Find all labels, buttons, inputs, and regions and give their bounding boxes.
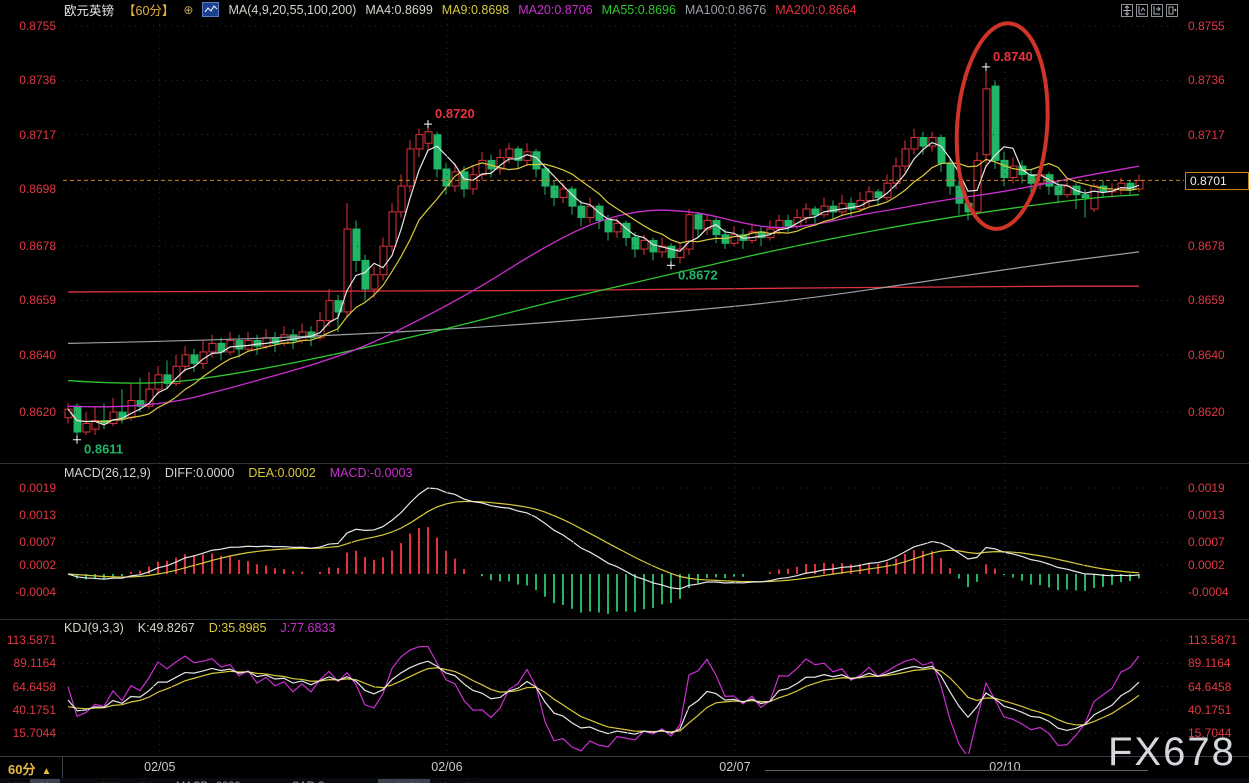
ma9-value: MA9:0.8698	[441, 2, 510, 17]
x-axis-scale-icon[interactable]	[1151, 4, 1163, 17]
svg-text:0.8611: 0.8611	[84, 442, 123, 457]
bottom-tab[interactable]: 划线	[2, 779, 32, 783]
window-expand-icon[interactable]	[1166, 4, 1178, 17]
macd-dea-value: DEA:0.0002	[248, 466, 316, 480]
kdj-axis-label-right: 40.1751	[1188, 702, 1232, 717]
period-up-arrow: ▲	[41, 766, 52, 777]
kdj-legend: KDJ(9,3,3) K:49.8267 D:35.8985 J:77.6833	[64, 621, 335, 635]
price-axis-label-right: 0.8755	[1188, 19, 1225, 33]
kdj-axis-label-left: 113.5871	[6, 633, 56, 648]
price-axis-label-left: 0.8659	[19, 293, 56, 308]
macd-axis-label-right: 0.0002	[1188, 557, 1225, 572]
kdj-axis-label-left: 89.1164	[13, 656, 57, 671]
bottom-tab[interactable]: SAR-3	[288, 779, 328, 783]
x-axis-date-label: 02/07	[719, 760, 751, 774]
x-axis-date-label: 02/10	[989, 760, 1021, 774]
svg-text:0.8740: 0.8740	[993, 49, 1033, 64]
price-axis-label-left: 0.8620	[19, 405, 56, 419]
price-axis-label-right: 0.8717	[1188, 127, 1225, 142]
y-axis-scale-icon[interactable]	[1136, 4, 1148, 17]
macd-axis-label-left: 0.0007	[19, 535, 56, 550]
kdj-j-value: J:77.6833	[280, 621, 336, 635]
macd-value: MACD:-0.0003	[329, 466, 413, 480]
expand-icon[interactable]: ⊕	[183, 2, 194, 17]
macd-legend: MACD(26,12,9) DIFF:0.0000 DEA:0.0002 MAC…	[64, 466, 412, 480]
price-axis-label-right: 0.8620	[1188, 405, 1225, 419]
pan-tool-icon[interactable]	[1121, 4, 1133, 17]
kdj-axis-label-right: 64.6458	[1188, 679, 1232, 694]
x-axis-date-label: 02/06	[431, 760, 463, 774]
bottom-tab[interactable]: 0000	[212, 779, 244, 783]
price-axis-label-left: 0.8698	[19, 181, 56, 196]
current-price-box: 0.8701	[1185, 172, 1249, 190]
svg-text:0.8720: 0.8720	[435, 106, 475, 121]
price-axis-label-left: 0.8736	[19, 73, 56, 88]
kdj-d-value: D:35.8985	[208, 621, 267, 635]
kdj-axis-label-left: 15.7044	[12, 726, 56, 741]
chart-toolbar	[1121, 4, 1178, 17]
ma20-value: MA20:0.8706	[518, 2, 593, 17]
x-axis-date-label: 02/05	[144, 760, 176, 774]
ma100-value: MA100:0.8676	[684, 2, 767, 17]
ma55-value: MA55:0.8696	[601, 2, 676, 17]
kdj-axis-label-right: 89.1164	[1188, 656, 1231, 671]
period-tag[interactable]: 【60分】	[123, 4, 175, 18]
macd-axis-label-left: 0.0019	[19, 481, 56, 496]
price-axis-label-left: 0.8717	[19, 127, 56, 142]
panel-separator-macd	[0, 463, 1249, 464]
price-axis-label-right: 0.8678	[1188, 239, 1225, 254]
macd-axis-label-right: 0.0019	[1188, 481, 1225, 496]
scroll-indicator[interactable]	[765, 770, 1148, 771]
svg-text:0.8672: 0.8672	[678, 267, 718, 282]
price-axis-label-right: 0.8659	[1188, 293, 1225, 308]
bottom-tab[interactable]: ATR指标	[76, 779, 127, 783]
period-cell[interactable]: 60分 ▲	[8, 762, 52, 777]
panel-separator-kdj	[0, 619, 1249, 620]
ma-settings-label[interactable]: MA(4,9,20,55,100,200)	[228, 2, 357, 17]
macd-axis-label-right: -0.0004	[1188, 585, 1229, 600]
macd-axis-label-right: 0.0007	[1188, 535, 1225, 550]
macd-axis-label-right: 0.0013	[1188, 508, 1225, 523]
time-axis-bar: 60分 ▲ 02/05 02/06 02/07 02/10	[0, 756, 1249, 779]
kdj-axis-label-left: 40.1751	[12, 702, 56, 717]
watermark-logo: FX678	[1108, 730, 1236, 774]
bottom-tab[interactable]: 日内模板	[378, 779, 430, 783]
bottom-tab[interactable]: 模板	[30, 779, 60, 783]
bottom-tab[interactable]: 指标	[134, 779, 164, 783]
kdj-axis-label-right: 113.5871	[1188, 633, 1238, 648]
kdj-k-value: K:49.8267	[137, 621, 195, 635]
ma200-value: MA200:0.8664	[775, 2, 857, 17]
symbol-name[interactable]: 欧元英镑	[64, 4, 115, 18]
ma-chart-icon	[202, 2, 220, 17]
bottom-tab[interactable]: MACD	[172, 779, 212, 783]
price-axis-label-left: 0.8755	[19, 19, 56, 33]
bottom-tab[interactable]: 管理模板	[434, 779, 486, 783]
macd-diff-value: DIFF:0.0000	[164, 466, 235, 480]
kdj-axis-label-right: 15.7044	[1188, 726, 1232, 741]
chart-header: 欧元英镑 【60分】 ⊕ MA(4,9,20,55,100,200) MA4:0…	[64, 2, 857, 18]
macd-axis-label-left: 0.0002	[19, 557, 56, 572]
price-axis-label-left: 0.8678	[19, 239, 56, 254]
price-axis-label-right: 0.8736	[1188, 73, 1225, 88]
price-axis-label-left: 0.8640	[19, 347, 56, 362]
price-axis-label-right: 0.8640	[1188, 347, 1225, 362]
kdj-axis-label-left: 64.6458	[12, 679, 56, 694]
bottom-tab-strip: 划线模板 ATR指标 指标 MACD0000 周 SAR-3 日内模板管理模板	[0, 778, 1249, 783]
macd-axis-label-left: 0.0013	[19, 508, 56, 523]
macd-axis-label-left: -0.0004	[15, 585, 56, 600]
macd-title[interactable]: MACD(26,12,9)	[64, 466, 151, 480]
kdj-title[interactable]: KDJ(9,3,3)	[64, 621, 124, 635]
bottom-tab[interactable]: 周	[262, 779, 281, 783]
axis-corner-divider	[62, 757, 63, 778]
ma4-value: MA4:0.8699	[365, 2, 433, 17]
